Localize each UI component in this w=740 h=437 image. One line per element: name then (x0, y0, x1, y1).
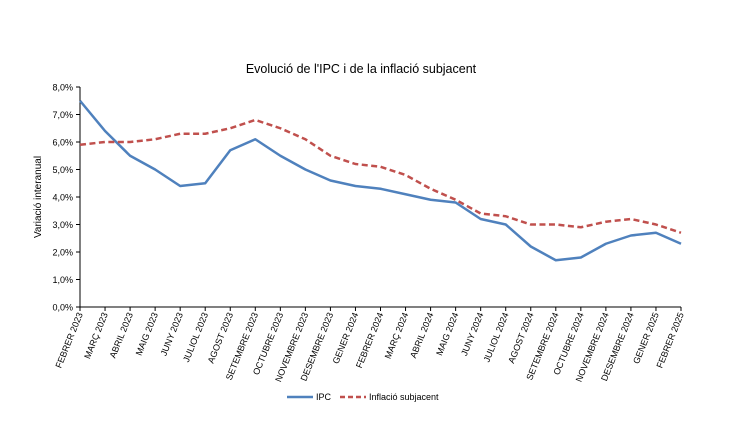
y-tick-label: 8,0% (52, 83, 73, 93)
x-tick-label: AGOST 2023 (206, 311, 235, 365)
legend-label-ipc: IPC (316, 392, 332, 402)
x-tick-label: JUNY 2024 (459, 311, 485, 357)
x-tick-label: FEBRER 2025 (654, 311, 685, 369)
x-tick-label: JULIOL 2024 (482, 311, 511, 364)
x-tick-label: GENER 2024 (331, 311, 361, 365)
series-line-ipc (79, 99, 682, 262)
y-axis-label: Variació interanual (33, 156, 44, 238)
y-tick-label: 2,0% (52, 248, 73, 258)
x-tick-label: JUNY 2023 (159, 311, 185, 357)
legend: IPC Inflació subjacent (287, 392, 439, 402)
x-tick-label: MARÇ 2023 (82, 311, 110, 360)
y-tick-label: 4,0% (52, 193, 73, 203)
x-tick-label: FEBRER 2024 (354, 311, 385, 369)
x-tick-label: MARÇ 2024 (383, 311, 411, 360)
x-tick-label: AGOST 2024 (506, 311, 535, 365)
legend-label-subjacent: Inflació subjacent (369, 392, 439, 402)
x-tick-label: MAIG 2023 (134, 311, 160, 357)
y-tick-label: 7,0% (52, 110, 73, 120)
x-tick-label: FEBRER 2023 (53, 311, 84, 369)
y-tick-label: 1,0% (52, 275, 73, 285)
x-tick-label: ABRIL 2024 (408, 311, 435, 359)
x-tick-label: MAIG 2024 (434, 311, 460, 357)
chart-title: Evolució de l'IPC i de la inflació subja… (246, 62, 477, 76)
y-tick-label: 0,0% (52, 303, 73, 313)
y-tick-label: 3,0% (52, 220, 73, 230)
series-line-subjacent (79, 118, 682, 234)
y-tick-label: 6,0% (52, 138, 73, 148)
x-tick-label: GENER 2025 (631, 311, 661, 365)
y-tick-label: 5,0% (52, 165, 73, 175)
x-tick-label: JULIOL 2023 (181, 311, 210, 364)
x-tick-label: ABRIL 2023 (108, 311, 135, 359)
